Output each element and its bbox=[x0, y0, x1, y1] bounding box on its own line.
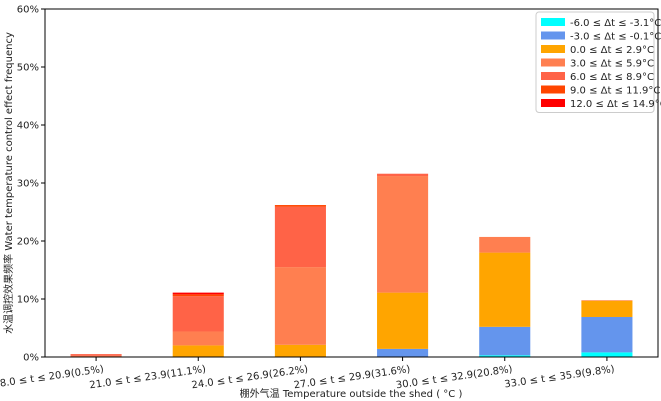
bar-segment bbox=[581, 352, 633, 357]
bar-segment bbox=[274, 344, 326, 357]
bar-segment bbox=[479, 252, 531, 327]
bar-segment bbox=[274, 205, 326, 207]
x-axis-ticks: 18.0 ≤ t ≤ 20.9(0.5%)21.0 ≤ t ≤ 23.9(11.… bbox=[0, 357, 615, 391]
legend-swatch bbox=[541, 18, 565, 26]
bar-segment bbox=[377, 292, 429, 349]
legend-label: -3.0 ≤ Δt ≤ -0.1°C bbox=[570, 32, 661, 43]
bars-layer bbox=[70, 173, 633, 357]
legend-label: 0.0 ≤ Δt ≤ 2.9°C bbox=[570, 45, 654, 56]
bar-segment bbox=[479, 326, 531, 356]
legend-label: 12.0 ≤ Δt ≤ 14.9°C bbox=[570, 99, 661, 110]
x-tick-label: 21.0 ≤ t ≤ 23.9(11.1%) bbox=[89, 364, 207, 391]
legend-swatch bbox=[541, 99, 565, 107]
x-tick-label: 33.0 ≤ t ≤ 35.9(9.8%) bbox=[504, 364, 616, 390]
x-tick-label: 27.0 ≤ t ≤ 29.9(31.6%) bbox=[293, 364, 411, 391]
bar-segment bbox=[581, 300, 633, 301]
bar-segment bbox=[172, 292, 224, 295]
y-tick-label: 60% bbox=[17, 5, 39, 16]
bar-segment bbox=[581, 300, 633, 317]
legend-swatch bbox=[541, 58, 565, 67]
x-tick-label: 24.0 ≤ t ≤ 26.9(26.2%) bbox=[191, 364, 309, 391]
legend-label: -6.0 ≤ Δt ≤ -3.1°C bbox=[570, 18, 661, 29]
bar-segment bbox=[172, 345, 224, 357]
bar-segment bbox=[274, 206, 326, 268]
bar-segment bbox=[479, 355, 531, 357]
bar-segment bbox=[479, 236, 531, 253]
legend-label: 6.0 ≤ Δt ≤ 8.9°C bbox=[570, 72, 654, 83]
bar-segment bbox=[274, 267, 326, 345]
legend-swatch bbox=[541, 31, 565, 40]
x-axis-title: 棚外气温 Temperature outside the shed ( °C ) bbox=[240, 387, 463, 400]
y-axis-ticks: 0% 10% 20% 30% 40% 50% 60% bbox=[17, 5, 45, 364]
bar-segment bbox=[172, 331, 224, 346]
legend-label: 9.0 ≤ Δt ≤ 11.9°C bbox=[570, 86, 660, 97]
bar-segment bbox=[377, 173, 429, 177]
legend-swatch bbox=[541, 72, 565, 80]
y-tick-label: 40% bbox=[17, 121, 39, 132]
y-tick-label: 0% bbox=[23, 353, 39, 364]
bar-segment bbox=[377, 176, 429, 293]
y-axis-title: 水温调控效果频率 Water temperature control effec… bbox=[2, 32, 15, 334]
x-tick-label: 30.0 ≤ t ≤ 32.9(20.8%) bbox=[395, 364, 513, 391]
bar-segment bbox=[172, 294, 224, 297]
y-tick-label: 20% bbox=[17, 237, 39, 248]
bar-segment bbox=[70, 355, 122, 357]
bar-segment bbox=[377, 348, 429, 357]
legend: -6.0 ≤ Δt ≤ -3.1°C -3.0 ≤ Δt ≤ -0.1°C 0.0 … bbox=[535, 11, 661, 113]
bar-segment bbox=[172, 296, 224, 332]
bar-segment bbox=[70, 354, 122, 356]
y-tick-label: 50% bbox=[17, 63, 39, 74]
legend-swatch bbox=[541, 45, 565, 53]
bar-segment bbox=[581, 316, 633, 353]
legend-box bbox=[535, 11, 655, 113]
y-tick-label: 30% bbox=[17, 179, 39, 190]
legend-label: 3.0 ≤ Δt ≤ 5.9°C bbox=[570, 59, 654, 70]
y-tick-label: 10% bbox=[17, 295, 39, 306]
legend-swatch bbox=[541, 85, 565, 94]
